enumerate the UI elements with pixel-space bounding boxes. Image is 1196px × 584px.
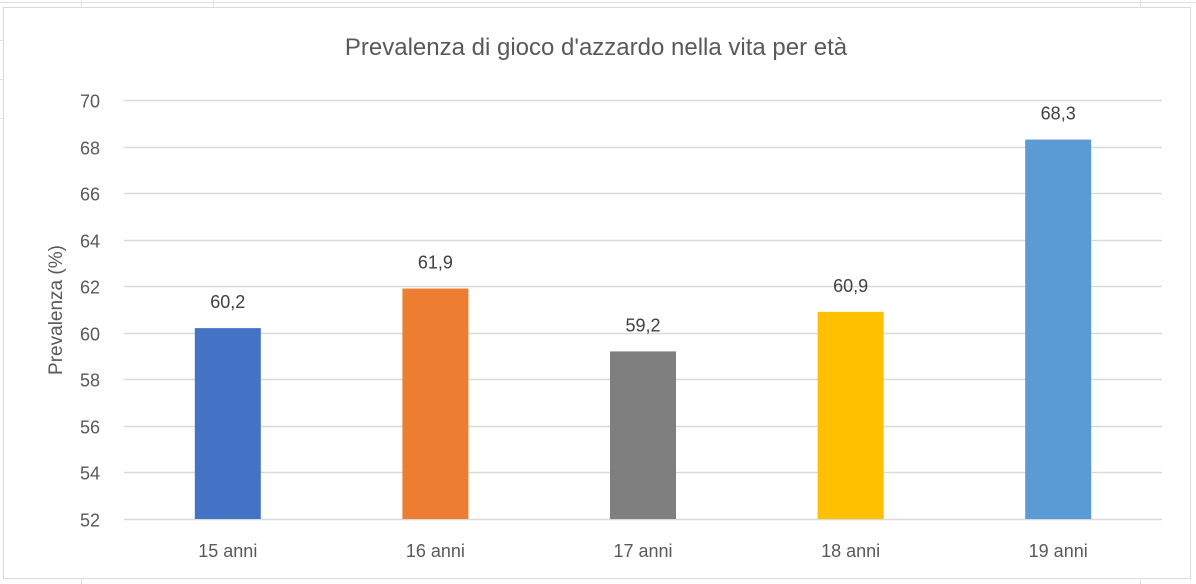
y-tick-label: 54 (80, 464, 100, 484)
data-label: 68,3 (1041, 104, 1076, 124)
y-tick-label: 66 (80, 185, 100, 205)
bar-18-anni[interactable] (817, 311, 884, 519)
bar-19-anni[interactable] (1025, 139, 1092, 520)
x-tick-label: 19 anni (1029, 541, 1088, 561)
y-tick-label: 70 (80, 92, 100, 112)
bar-17-anni[interactable] (610, 351, 676, 519)
y-tick-label: 62 (80, 278, 100, 298)
x-tick-label: 18 anni (821, 541, 880, 561)
y-tick-label: 64 (80, 232, 100, 252)
bar-16-anni[interactable] (402, 288, 469, 519)
data-label: 61,9 (418, 253, 453, 273)
chart-title: Prevalenza di gioco d'azzardo nella vita… (345, 34, 848, 61)
x-tick-label: 15 anni (198, 541, 257, 561)
y-tick-label: 68 (80, 139, 100, 159)
x-tick-label: 16 anni (406, 541, 465, 561)
data-label: 60,2 (210, 292, 245, 312)
y-tick-label: 60 (80, 325, 100, 345)
y-axis-label: Prevalenza (%) (46, 245, 67, 375)
data-label: 60,9 (833, 276, 868, 296)
y-tick-label: 52 (80, 511, 100, 531)
y-tick-label: 56 (80, 418, 100, 438)
x-tick-label: 17 anni (613, 541, 672, 561)
data-label: 59,2 (625, 315, 660, 335)
y-tick-label: 58 (80, 371, 100, 391)
bar-15-anni[interactable] (194, 328, 261, 519)
